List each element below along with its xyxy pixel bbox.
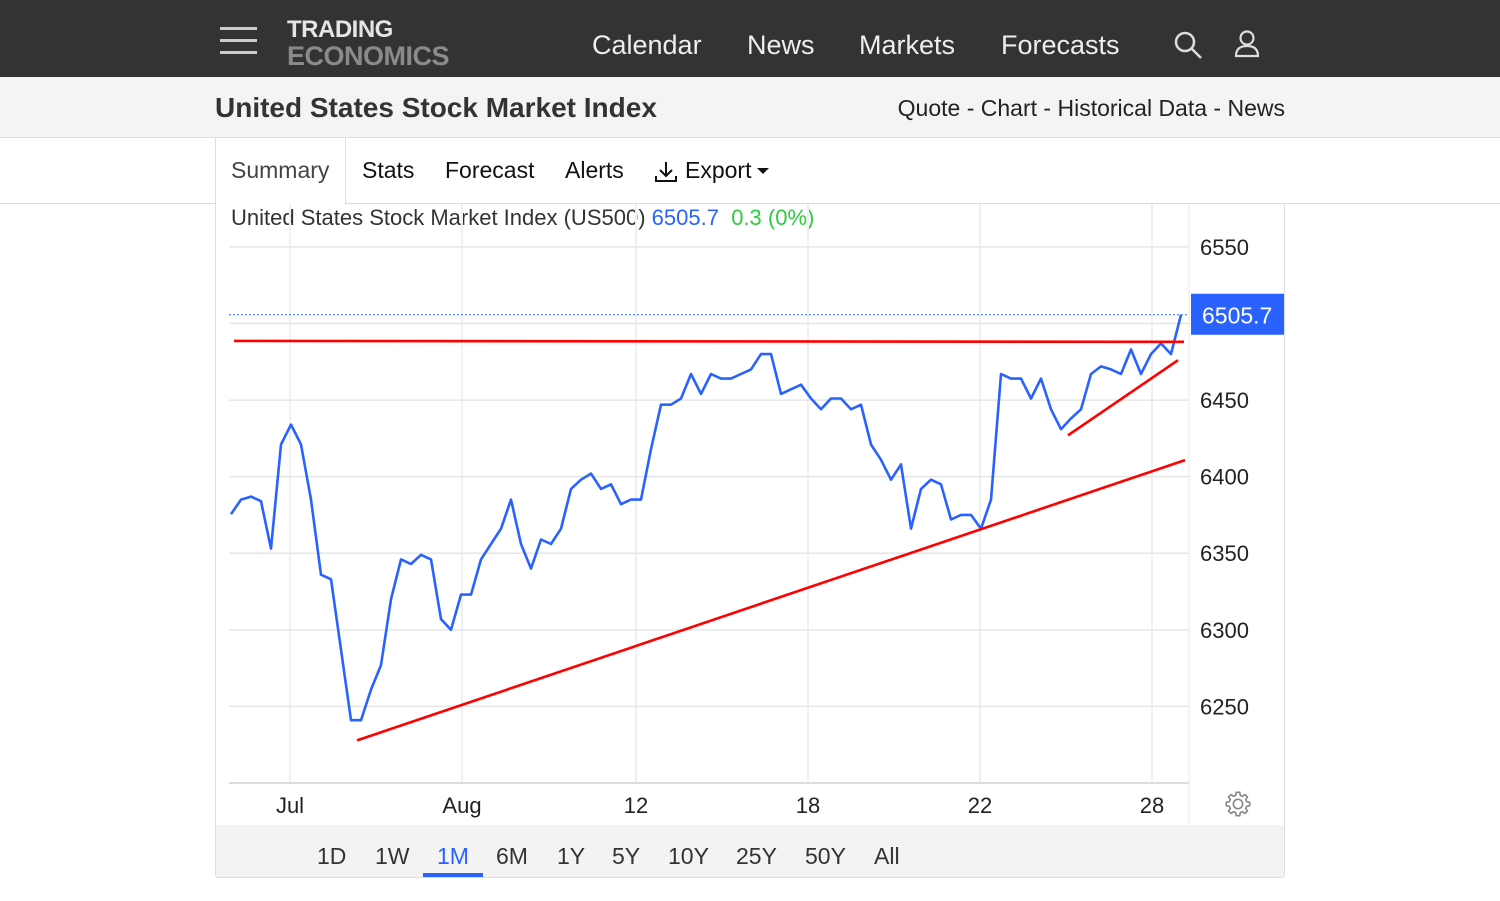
nav-news[interactable]: News [747, 30, 815, 60]
y-tick-label: 6350 [1200, 541, 1249, 566]
title-bar [0, 77, 1500, 138]
tab-forecast[interactable]: Forecast [445, 157, 535, 183]
tab-summary[interactable]: Summary [231, 157, 330, 183]
nav-markets[interactable]: Markets [859, 30, 956, 60]
search-icon[interactable] [1173, 30, 1203, 60]
range-1w[interactable]: 1W [375, 843, 410, 869]
tab-active-bg [215, 138, 346, 205]
chart-symbol: United States Stock Market Index (US500) [231, 205, 646, 230]
range-selector [216, 825, 1284, 877]
price-line [229, 314, 1183, 722]
range-50y[interactable]: 50Y [805, 843, 846, 869]
separator: - [1037, 95, 1058, 121]
trendline [233, 339, 1185, 344]
chart-header: United States Stock Market Index (US500)… [231, 205, 814, 231]
separator: - [1207, 95, 1228, 121]
last-value-badge [1191, 293, 1284, 335]
link-historical-data[interactable]: Historical Data [1057, 95, 1208, 121]
y-tick-label: 6400 [1200, 465, 1249, 490]
y-tick-label: 6300 [1200, 618, 1249, 643]
link-chart[interactable]: Chart [980, 95, 1038, 121]
download-icon[interactable] [654, 160, 680, 184]
tab-bar [0, 138, 1500, 204]
nav-calendar[interactable]: Calendar [592, 30, 702, 60]
last-value-label: 6505.7 [1202, 303, 1272, 329]
logo[interactable]: TRADING ECONOMICS [287, 16, 450, 71]
caret-down-icon[interactable] [756, 166, 770, 176]
chart-price: 6505.7 [651, 205, 719, 230]
range-all[interactable]: All [874, 843, 900, 869]
range-1m[interactable]: 1M [437, 843, 469, 869]
trendline [356, 458, 1186, 742]
trendline [1067, 359, 1179, 437]
tab-export[interactable]: Export [685, 157, 752, 183]
active-range-underline [423, 873, 483, 877]
range-10y[interactable]: 10Y [668, 843, 709, 869]
link-news[interactable]: News [1227, 95, 1285, 121]
y-tick-label: 6250 [1200, 694, 1249, 719]
logo-line-2: ECONOMICS [287, 41, 450, 71]
separator: - [960, 95, 981, 121]
nav-forecasts[interactable]: Forecasts [1001, 30, 1120, 60]
user-icon[interactable] [1233, 29, 1261, 59]
range-1y[interactable]: 1Y [557, 843, 586, 869]
x-tick-label: 18 [796, 793, 820, 818]
price-chart[interactable]: Jul Aug 12 18 22 28 6250 6300 6350 6400 6450 6550 65… [215, 204, 1285, 824]
menu-icon[interactable] [220, 27, 257, 57]
x-tick-label: Jul [276, 793, 304, 818]
tab-alerts[interactable]: Alerts [565, 157, 624, 183]
x-tick-label: 28 [1140, 793, 1164, 818]
range-25y[interactable]: 25Y [736, 843, 777, 869]
link-quote[interactable]: Quote [897, 95, 961, 121]
x-tick-label: 12 [624, 793, 648, 818]
page-links: Quote - Chart - Historical Data - News [898, 95, 1285, 122]
range-6m[interactable]: 6M [496, 843, 528, 869]
y-tick-label: 6450 [1200, 388, 1249, 413]
top-navbar [0, 0, 1500, 77]
page-title: United States Stock Market Index [215, 92, 657, 123]
range-1d[interactable]: 1D [317, 843, 347, 869]
range-5y[interactable]: 5Y [612, 843, 641, 869]
x-tick-label: Aug [442, 793, 481, 818]
chart-card [215, 204, 1285, 878]
tab-stats[interactable]: Stats [362, 157, 415, 183]
settings-gear-icon[interactable] [1224, 790, 1252, 818]
logo-line-1: TRADING [287, 16, 393, 43]
x-tick-label: 22 [968, 793, 992, 818]
y-tick-label: 6550 [1200, 235, 1249, 260]
chart-change: 0.3 (0%) [731, 205, 815, 230]
